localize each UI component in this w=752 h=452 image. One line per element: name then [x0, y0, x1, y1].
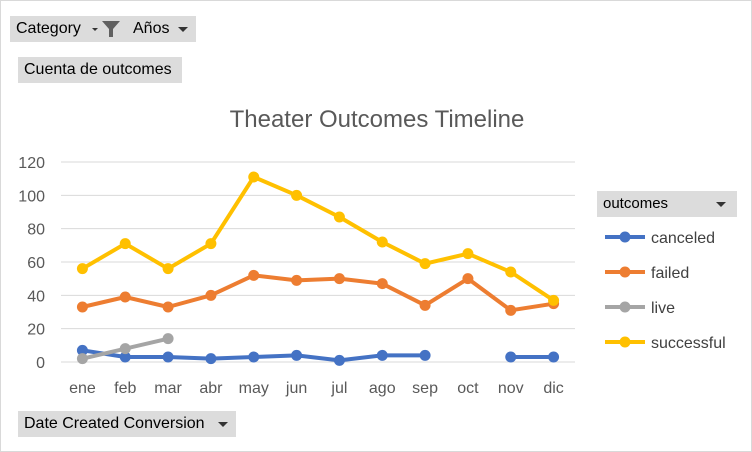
data-point [505, 266, 517, 278]
series-successful [76, 171, 560, 306]
series-canceled [76, 344, 560, 366]
data-point [119, 343, 131, 355]
x-tick-label: oct [457, 380, 479, 397]
values-field-button[interactable]: Cuenta de outcomes [18, 57, 182, 83]
data-point [419, 258, 431, 270]
data-point [119, 238, 131, 250]
data-point [548, 294, 560, 306]
data-point [162, 301, 174, 313]
data-point [505, 304, 517, 316]
data-point [333, 354, 345, 366]
axis-field-label: Date Created Conversion [24, 415, 205, 432]
legend-marker [619, 301, 631, 313]
x-tick-label: dic [543, 380, 563, 397]
x-tick-label: sep [412, 380, 438, 397]
data-point [419, 349, 431, 361]
data-point [419, 299, 431, 311]
data-point [76, 353, 88, 365]
series-lines [76, 171, 560, 366]
x-tick-label: ene [69, 380, 96, 397]
series-line [80, 175, 556, 303]
legend-field-button[interactable]: outcomes [597, 191, 737, 217]
y-tick-label: 80 [27, 222, 45, 239]
data-point [248, 351, 260, 363]
y-tick-label: 120 [18, 155, 45, 172]
data-point [291, 349, 303, 361]
chevron-down-icon [716, 202, 726, 207]
legend-item-live: live [605, 300, 675, 317]
data-point [205, 353, 217, 365]
chevron-down-icon [178, 27, 188, 32]
legend-marker [619, 266, 631, 278]
data-point [291, 274, 303, 286]
y-tick-label: 40 [27, 288, 45, 305]
data-point [119, 351, 131, 363]
values-field-label: Cuenta de outcomes [24, 61, 172, 78]
legend-label: failed [651, 265, 689, 282]
data-point [76, 301, 88, 313]
data-point [291, 189, 303, 201]
series-failed [76, 269, 560, 316]
x-axis-ticks: ene feb mar abr may jun jul ago sep oct nov dic [69, 380, 564, 397]
x-tick-label: nov [498, 380, 524, 397]
x-tick-label: feb [114, 380, 136, 397]
y-tick-label: 0 [36, 355, 45, 372]
data-point [76, 344, 88, 356]
data-point [248, 171, 260, 183]
data-point [248, 269, 260, 281]
x-tick-label: abr [199, 380, 223, 397]
data-point [205, 238, 217, 250]
axis-field-button[interactable]: Date Created Conversion [18, 411, 236, 437]
data-point [548, 351, 560, 363]
chevron-down-icon [92, 28, 98, 31]
gridlines [61, 161, 575, 363]
x-tick-label: may [239, 380, 269, 397]
x-tick-label: jul [330, 380, 347, 397]
legend-field-label: outcomes [603, 195, 669, 212]
data-point [462, 273, 474, 285]
data-point [376, 349, 388, 361]
data-point [205, 289, 217, 301]
y-tick-label: 60 [27, 255, 45, 272]
chevron-down-icon [218, 422, 228, 427]
data-point [119, 291, 131, 303]
x-tick-label: jun [285, 380, 307, 397]
x-tick-label: ago [369, 380, 396, 397]
category-filter-label: Category [16, 20, 81, 37]
legend-item-failed: failed [605, 265, 689, 282]
x-tick-label: mar [154, 380, 182, 397]
years-filter-label: Años [133, 20, 170, 37]
years-filter-button[interactable]: Años [127, 16, 196, 42]
legend-label: canceled [651, 230, 715, 247]
y-tick-label: 20 [27, 322, 45, 339]
legend: canceled failed live successful [605, 230, 726, 352]
data-point [376, 236, 388, 248]
legend-label: successful [651, 335, 726, 352]
category-filter-button[interactable]: Category [10, 16, 127, 42]
chart-title: Theater Outcomes Timeline [230, 106, 525, 133]
data-point [333, 273, 345, 285]
series-line [80, 273, 556, 313]
data-point [162, 263, 174, 275]
funnel-filter-icon [102, 21, 120, 37]
data-point [162, 333, 174, 345]
legend-marker [619, 231, 631, 243]
legend-marker [619, 336, 631, 348]
data-point [333, 211, 345, 223]
legend-item-successful: successful [605, 335, 726, 352]
data-point [505, 351, 517, 363]
data-point [462, 248, 474, 260]
data-point [162, 351, 174, 363]
data-point [376, 278, 388, 290]
y-tick-label: 100 [18, 188, 45, 205]
series-live [76, 333, 174, 365]
y-axis-ticks: 0 20 40 60 80 100 120 [18, 155, 45, 372]
data-point [76, 263, 88, 275]
legend-item-canceled: canceled [605, 230, 715, 247]
legend-label: live [651, 300, 675, 317]
